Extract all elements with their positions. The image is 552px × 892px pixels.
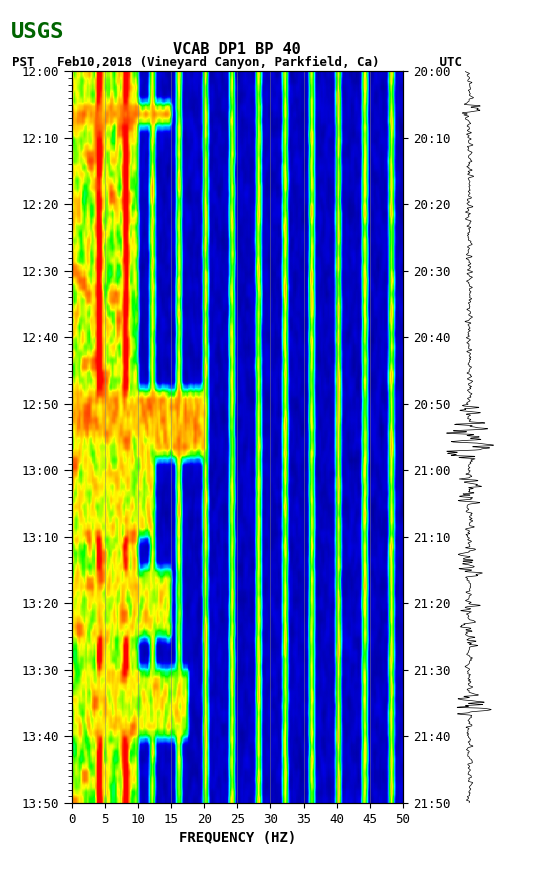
X-axis label: FREQUENCY (HZ): FREQUENCY (HZ) xyxy=(179,831,296,845)
Text: USGS: USGS xyxy=(11,22,65,42)
Text: VCAB DP1 BP 40: VCAB DP1 BP 40 xyxy=(173,42,301,56)
Text: PST   Feb10,2018 (Vineyard Canyon, Parkfield, Ca)        UTC: PST Feb10,2018 (Vineyard Canyon, Parkfie… xyxy=(12,56,463,69)
